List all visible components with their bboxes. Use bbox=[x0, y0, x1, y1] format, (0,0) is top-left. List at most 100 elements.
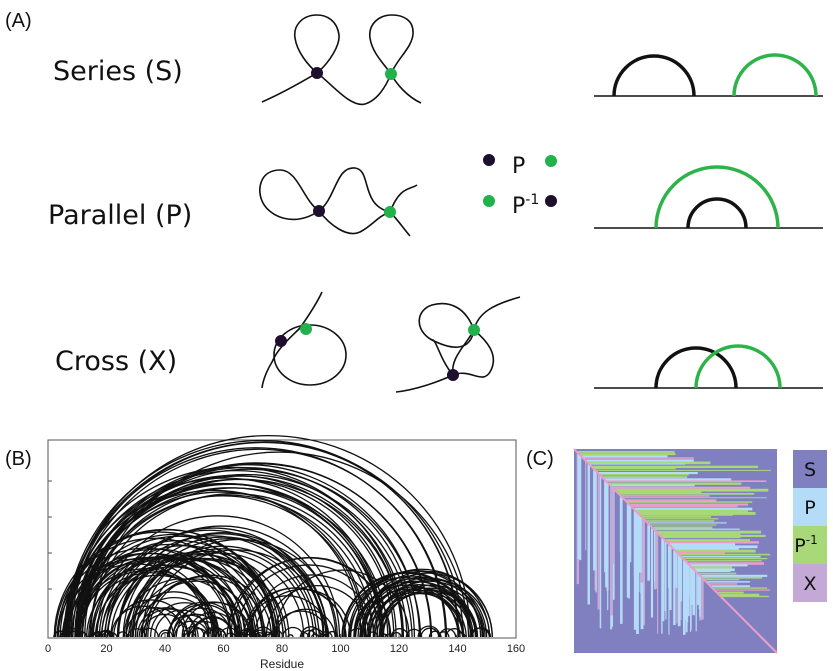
matrix-upper-stripe bbox=[692, 566, 733, 569]
residue-arc bbox=[253, 633, 262, 638]
residue-arc bbox=[379, 587, 479, 638]
matrix-lower-stripe bbox=[650, 528, 654, 618]
matrix-lower-stripe bbox=[647, 524, 650, 581]
legend-dark-dot-pinv bbox=[545, 195, 557, 207]
cross-loop-point-green bbox=[300, 323, 312, 335]
matrix-lower-stripe bbox=[613, 490, 615, 564]
parallel-arc-green bbox=[654, 165, 780, 229]
matrix-lower-stripe bbox=[620, 497, 623, 624]
residue-arc bbox=[380, 633, 388, 638]
matrix-upper-stripe bbox=[603, 476, 688, 479]
residue-arc bbox=[65, 470, 408, 638]
residue-arc bbox=[132, 596, 217, 638]
cross-arc-dark bbox=[654, 346, 738, 389]
key-swatch-p bbox=[793, 488, 827, 526]
residue-arc bbox=[357, 577, 477, 638]
matrix-upper-stripe bbox=[578, 451, 675, 453]
residue-arc bbox=[219, 627, 239, 638]
point-legend: P P-1 bbox=[483, 154, 557, 219]
matrix-upper-stripe bbox=[623, 497, 767, 499]
residue-arc bbox=[113, 599, 189, 638]
matrix-upper-stripe bbox=[636, 509, 748, 512]
legend-pinv-exp: -1 bbox=[525, 192, 539, 208]
cross-eight-point-green bbox=[468, 324, 480, 336]
matrix-upper-stripe bbox=[678, 551, 725, 554]
residue-arc bbox=[68, 441, 460, 638]
matrix-upper-stripe bbox=[669, 543, 736, 546]
matrix-upper-stripe bbox=[697, 570, 731, 572]
residue-arc bbox=[343, 576, 464, 638]
key-swatch-pinv bbox=[793, 526, 827, 564]
matrix-upper-stripe bbox=[694, 568, 735, 572]
residue-arc bbox=[354, 584, 460, 638]
matrix-upper-stripe bbox=[674, 547, 739, 551]
residue-arc bbox=[243, 587, 347, 638]
matrix-upper-stripe bbox=[667, 541, 759, 544]
residue-arc bbox=[138, 608, 199, 638]
residue-arc bbox=[367, 631, 379, 638]
matrix-lower-stripe bbox=[665, 542, 667, 620]
x-tick-label: 60 bbox=[217, 643, 229, 655]
matrix-lower-stripe bbox=[643, 520, 645, 626]
matrix-upper-stripe bbox=[659, 532, 741, 536]
matrix-upper-stripe bbox=[649, 522, 727, 524]
matrix-lower-stripe bbox=[607, 484, 609, 611]
cross-arc-green bbox=[694, 344, 782, 389]
matrix-upper-stripe bbox=[682, 555, 761, 558]
residue-arc bbox=[183, 631, 197, 638]
parallel-arc-dark bbox=[686, 197, 748, 229]
matrix-upper-stripe bbox=[705, 579, 740, 581]
matrix-lower-stripe bbox=[682, 560, 684, 593]
matrix-upper-stripe bbox=[653, 526, 713, 529]
residue-arc bbox=[140, 627, 159, 638]
cross-label: Cross (X) bbox=[55, 346, 177, 377]
matrix-upper-stripe bbox=[651, 524, 717, 526]
matrix-lower-stripe bbox=[697, 574, 700, 605]
panel-a-label: (A) bbox=[5, 10, 32, 32]
residue-arc bbox=[287, 634, 294, 638]
residue-arc bbox=[61, 631, 73, 638]
series-arc-green bbox=[732, 53, 818, 97]
matrix-upper-stripe bbox=[609, 482, 742, 485]
residue-arc bbox=[230, 556, 391, 638]
residue-arc bbox=[428, 630, 442, 638]
cross-arc-schematic bbox=[594, 344, 823, 389]
matrix-lower-stripe bbox=[605, 482, 609, 588]
residue-arc bbox=[160, 632, 171, 638]
matrix-lower-stripe bbox=[654, 531, 656, 582]
key-label-x: X bbox=[803, 573, 816, 595]
residue-arc bbox=[207, 627, 227, 638]
matrix-upper-stripe bbox=[626, 499, 717, 502]
residue-arc bbox=[300, 626, 322, 638]
matrix-upper-stripe bbox=[582, 455, 668, 459]
residue-arc bbox=[76, 556, 238, 638]
residue-arc bbox=[88, 558, 247, 638]
residue-arc bbox=[89, 493, 378, 638]
parallel-label: Parallel (P) bbox=[48, 200, 192, 231]
residue-arc bbox=[59, 529, 276, 638]
x-tick-label: 120 bbox=[390, 643, 408, 655]
matrix-lower-stripe bbox=[661, 539, 665, 622]
matrix-upper-stripe bbox=[688, 562, 764, 565]
residue-arc bbox=[275, 608, 336, 638]
parallel-point-green bbox=[384, 206, 396, 218]
matrix-upper-stripe bbox=[634, 507, 753, 511]
matrix-upper-stripe bbox=[607, 480, 767, 482]
matrix-upper-stripe bbox=[646, 520, 715, 522]
residue-arc bbox=[81, 462, 432, 638]
matrix-upper-stripe bbox=[672, 545, 758, 549]
x-axis-title: Residue bbox=[260, 657, 304, 671]
matrix-upper-stripe bbox=[594, 467, 676, 470]
residue-arc bbox=[319, 631, 333, 638]
x-tick-label: 100 bbox=[331, 643, 349, 655]
matrix-upper-stripe bbox=[628, 501, 753, 503]
matrix-lower-stripe bbox=[587, 464, 590, 605]
cross-sketch-eight bbox=[395, 296, 521, 393]
parallel-point-dark bbox=[313, 205, 325, 217]
arc-plot: 0 20 40 60 80 100 120 140 160 Residue bbox=[45, 434, 525, 671]
residue-arc bbox=[236, 564, 382, 638]
matrix-upper-stripe bbox=[709, 583, 738, 585]
matrix-lower-stripe bbox=[655, 532, 658, 589]
matrix-upper-stripe bbox=[711, 585, 750, 588]
matrix-upper-stripe bbox=[715, 589, 771, 591]
